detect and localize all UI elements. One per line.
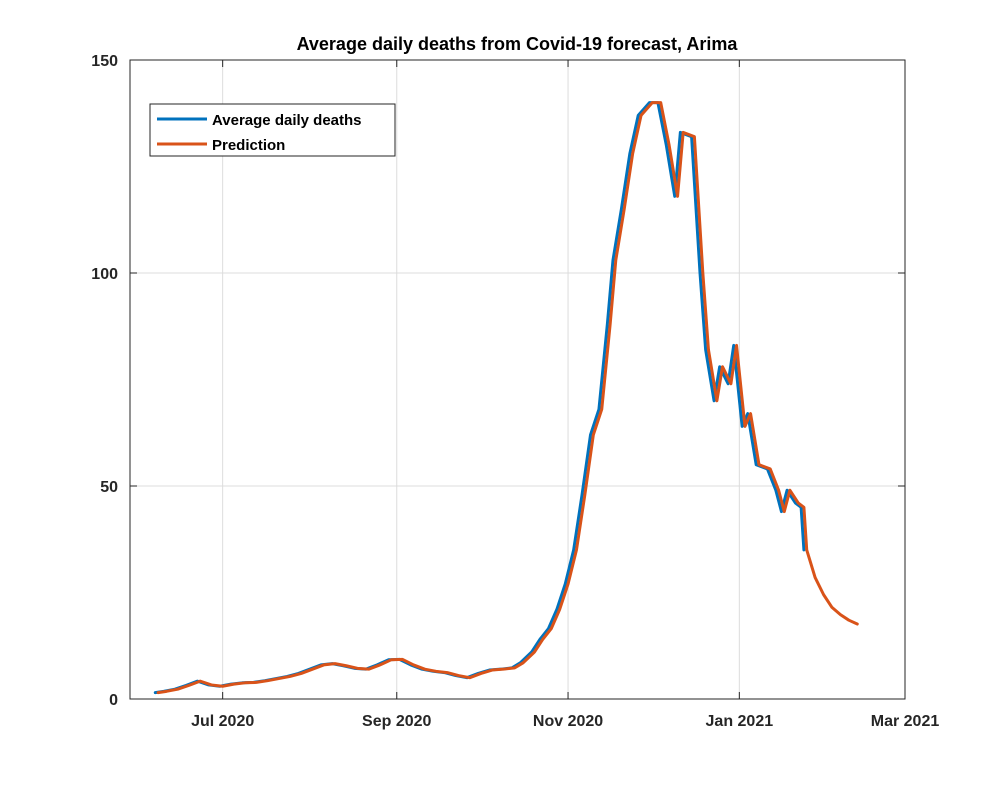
chart-title: Average daily deaths from Covid-19 forec…	[297, 34, 739, 54]
x-tick-label: Mar 2021	[871, 713, 940, 730]
axes-frame	[129, 59, 906, 700]
y-tick-label: 100	[91, 266, 118, 283]
plot-area	[130, 60, 905, 699]
legend-label-prediction: Prediction	[212, 137, 285, 154]
x-tick-label: Jan 2021	[706, 713, 774, 730]
x-tick-label: Jul 2020	[191, 713, 254, 730]
legend: Average daily deaths Prediction	[149, 103, 396, 157]
x-tick-label: Sep 2020	[362, 713, 431, 730]
series-lines	[153, 101, 859, 695]
grid	[130, 60, 905, 699]
y-tick-label: 50	[100, 479, 118, 496]
series-line-prediction	[156, 101, 859, 695]
y-tick-label: 0	[109, 692, 118, 709]
legend-box	[149, 103, 396, 157]
x-tick-label: Nov 2020	[533, 713, 603, 730]
y-tick-label: 150	[91, 53, 118, 70]
legend-label-average-daily-deaths: Average daily deaths	[212, 112, 362, 129]
ticks: Jul 2020 Sep 2020 Nov 2020 Jan 2021 Mar 2021…	[91, 53, 939, 730]
